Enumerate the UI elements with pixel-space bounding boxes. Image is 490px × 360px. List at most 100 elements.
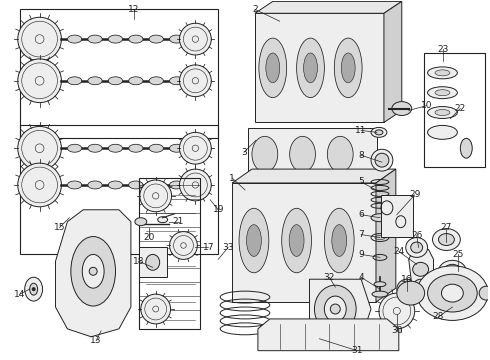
Text: 7: 7: [358, 230, 364, 239]
Text: 4: 4: [358, 273, 364, 282]
Text: 12: 12: [128, 5, 140, 14]
Ellipse shape: [303, 53, 318, 83]
Ellipse shape: [334, 38, 362, 98]
Ellipse shape: [129, 144, 143, 152]
Ellipse shape: [324, 208, 354, 273]
Text: 30: 30: [391, 326, 403, 335]
Text: 31: 31: [351, 346, 363, 355]
Ellipse shape: [82, 255, 104, 288]
Text: 21: 21: [173, 217, 184, 226]
Text: 19: 19: [213, 205, 224, 214]
Ellipse shape: [414, 279, 428, 291]
Ellipse shape: [479, 286, 490, 300]
Ellipse shape: [158, 217, 168, 223]
Ellipse shape: [259, 38, 287, 98]
Ellipse shape: [402, 284, 412, 294]
Ellipse shape: [129, 77, 143, 85]
Bar: [232, 183, 376, 302]
Bar: [381, 195, 413, 237]
Ellipse shape: [282, 208, 312, 273]
Ellipse shape: [149, 144, 163, 152]
Text: 11: 11: [355, 126, 367, 135]
Ellipse shape: [330, 304, 340, 314]
Ellipse shape: [371, 127, 387, 137]
Ellipse shape: [428, 107, 457, 118]
Text: 33: 33: [222, 243, 234, 252]
Ellipse shape: [315, 285, 356, 333]
Text: 27: 27: [441, 223, 452, 232]
Ellipse shape: [35, 181, 44, 189]
Ellipse shape: [296, 38, 324, 98]
Ellipse shape: [371, 214, 389, 222]
Ellipse shape: [428, 274, 477, 312]
Ellipse shape: [411, 242, 422, 253]
Text: 17: 17: [202, 243, 214, 252]
Ellipse shape: [71, 237, 116, 306]
Ellipse shape: [89, 267, 97, 275]
Ellipse shape: [88, 144, 102, 152]
Ellipse shape: [327, 136, 353, 172]
Polygon shape: [384, 1, 402, 122]
Ellipse shape: [428, 125, 457, 139]
Ellipse shape: [35, 76, 44, 85]
Ellipse shape: [190, 144, 204, 152]
Text: 23: 23: [438, 45, 449, 54]
Polygon shape: [232, 169, 396, 183]
Text: 20: 20: [143, 233, 154, 242]
Ellipse shape: [179, 132, 211, 164]
Bar: [20, 9, 218, 138]
Ellipse shape: [428, 67, 457, 79]
Ellipse shape: [266, 53, 280, 83]
Ellipse shape: [35, 144, 44, 153]
Ellipse shape: [88, 77, 102, 85]
Ellipse shape: [428, 87, 457, 99]
Ellipse shape: [379, 293, 415, 329]
Text: 22: 22: [455, 104, 466, 113]
Text: 13: 13: [91, 336, 102, 345]
Ellipse shape: [392, 102, 412, 116]
Ellipse shape: [18, 59, 61, 103]
Text: 16: 16: [401, 275, 413, 284]
Ellipse shape: [88, 181, 102, 189]
Ellipse shape: [439, 234, 454, 246]
Ellipse shape: [375, 153, 389, 167]
Bar: [20, 125, 218, 255]
Ellipse shape: [146, 255, 160, 270]
Ellipse shape: [324, 296, 346, 322]
Ellipse shape: [170, 77, 184, 85]
Bar: [424, 53, 485, 167]
Ellipse shape: [341, 53, 355, 83]
Ellipse shape: [443, 264, 461, 278]
Ellipse shape: [460, 138, 472, 158]
Ellipse shape: [108, 144, 122, 152]
Ellipse shape: [88, 35, 102, 43]
Text: 18: 18: [133, 257, 145, 266]
Text: 5: 5: [358, 177, 364, 186]
Ellipse shape: [18, 126, 61, 170]
Text: 28: 28: [433, 312, 444, 321]
Ellipse shape: [239, 208, 269, 273]
Ellipse shape: [192, 145, 198, 152]
Polygon shape: [255, 1, 402, 13]
Ellipse shape: [68, 181, 82, 189]
Ellipse shape: [129, 35, 143, 43]
Polygon shape: [258, 319, 399, 351]
Ellipse shape: [68, 35, 82, 43]
Ellipse shape: [435, 90, 450, 96]
Text: 2: 2: [252, 5, 258, 14]
Ellipse shape: [435, 70, 450, 76]
Bar: [139, 247, 167, 277]
Ellipse shape: [192, 78, 198, 84]
Text: 8: 8: [358, 151, 364, 160]
Ellipse shape: [393, 307, 400, 315]
Ellipse shape: [372, 291, 388, 297]
Ellipse shape: [371, 149, 393, 171]
Ellipse shape: [179, 169, 211, 201]
Ellipse shape: [170, 144, 184, 152]
Ellipse shape: [439, 260, 466, 282]
Ellipse shape: [108, 35, 122, 43]
Ellipse shape: [149, 77, 163, 85]
Ellipse shape: [192, 182, 198, 188]
Ellipse shape: [140, 180, 171, 212]
Text: 1: 1: [229, 174, 235, 183]
